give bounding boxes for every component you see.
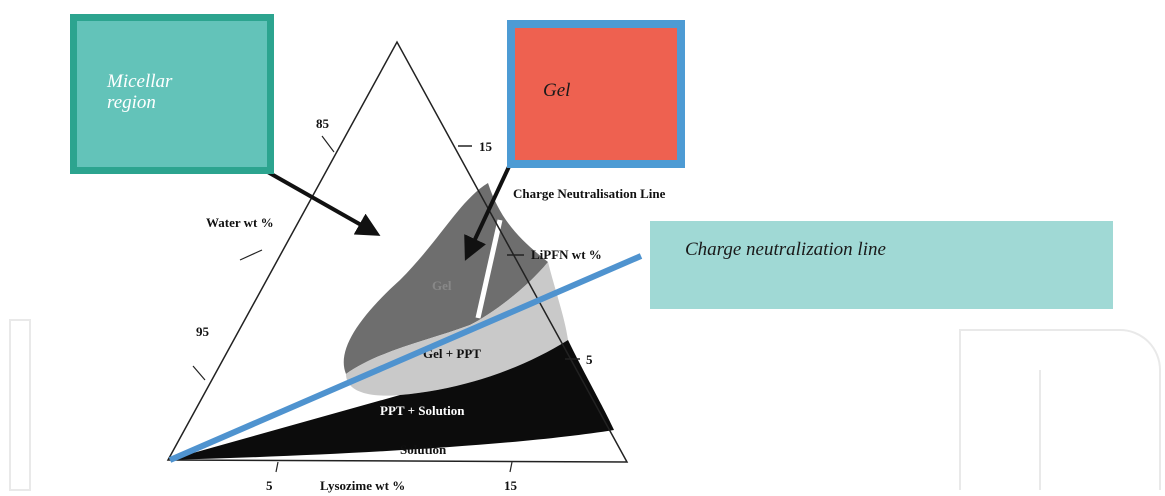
triangle-outline: [166, 40, 629, 463]
charge-neutralisation-label: Charge Neutralisation Line: [513, 186, 666, 201]
gel-arrow: [464, 157, 515, 261]
left-title-tick: [239, 249, 263, 261]
blue-charge-neutralization-line: [168, 253, 643, 463]
charge-neutralization-callout: Charge neutralization line: [650, 221, 1113, 309]
charge-neutralization-text: Charge neutralization line: [685, 239, 886, 260]
gel-ppt-label: Gel + PPT: [423, 346, 481, 361]
white-charge-line: [475, 219, 503, 319]
left-axis-title: Water wt %: [206, 215, 274, 230]
right-tick-5-label: 5: [586, 352, 593, 367]
micellar-line-2: region: [107, 92, 156, 113]
right-axis-title: LiPFN wt %: [531, 247, 602, 262]
bottom-axis-title: Lysozime wt %: [320, 478, 405, 493]
bottom-tick-5-label: 5: [266, 478, 273, 493]
left-tick-95: [192, 365, 206, 381]
ppt-solution-region: [168, 340, 614, 460]
left-tick-95-label: 95: [196, 324, 210, 339]
bottom-tick-5: [275, 461, 279, 473]
left-tick-85: [321, 135, 335, 153]
solution-label: Solution: [400, 442, 447, 457]
micellar-region-callout: Micellar region: [70, 14, 274, 174]
micellar-line-1: Micellar: [107, 71, 173, 92]
gel-region-label: Gel: [432, 278, 452, 293]
left-tick-85-label: 85: [316, 116, 330, 131]
bottom-tick-15-label: 15: [504, 478, 518, 493]
ppt-solution-label: PPT + Solution: [380, 403, 465, 418]
bottom-tick-15: [509, 461, 513, 473]
background-watermark: [9, 319, 1161, 491]
right-tick-15-label: 15: [479, 139, 493, 154]
gel-callout-text: Gel: [543, 80, 571, 101]
gel-callout: Gel: [507, 20, 685, 168]
micellar-arrow: [265, 169, 381, 236]
